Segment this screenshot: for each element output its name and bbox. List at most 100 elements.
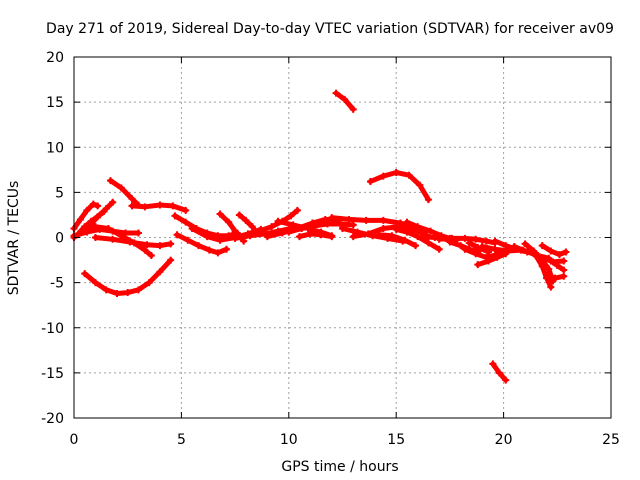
data-point	[560, 257, 568, 265]
data-point	[306, 230, 314, 238]
data-point	[336, 220, 344, 228]
data-point	[493, 253, 501, 261]
data-point	[96, 225, 104, 233]
data-point	[392, 225, 400, 233]
data-point	[156, 242, 164, 250]
series-line	[539, 243, 569, 258]
data-point	[317, 231, 325, 239]
axes	[73, 56, 612, 419]
data-point	[293, 206, 301, 214]
data-point	[113, 289, 121, 297]
data-point	[502, 376, 510, 384]
data-point	[345, 215, 353, 223]
x-tick-label: 15	[387, 432, 405, 448]
data-point	[366, 178, 374, 186]
data-point	[109, 235, 117, 243]
data-point	[216, 236, 224, 244]
data-point	[167, 256, 175, 264]
data-point	[274, 217, 282, 225]
data-point	[83, 228, 91, 236]
data-point	[424, 196, 432, 204]
data-point	[216, 210, 224, 218]
data-point	[553, 261, 561, 269]
data-point	[235, 211, 243, 219]
data-point	[225, 218, 233, 226]
data-point	[560, 266, 568, 274]
y-tick-label: 20	[46, 50, 64, 66]
data-point	[472, 250, 480, 258]
data-point	[94, 202, 102, 210]
data-point	[285, 228, 293, 236]
data-point	[405, 171, 413, 179]
series-s11	[173, 231, 231, 257]
data-point	[403, 218, 411, 226]
data-point	[188, 224, 196, 232]
data-point	[214, 249, 222, 257]
data-point	[379, 172, 387, 180]
series-line	[108, 178, 141, 208]
data-point	[341, 95, 349, 103]
data-point	[375, 231, 383, 239]
data-point	[551, 274, 559, 282]
data-point	[457, 242, 465, 250]
data-point	[296, 233, 304, 241]
data-point	[362, 216, 370, 224]
x-tick-label: 5	[177, 432, 186, 448]
series-s40	[547, 257, 568, 274]
data-point	[134, 286, 142, 294]
data-point	[89, 200, 97, 208]
series-line	[533, 253, 554, 290]
data-point	[521, 240, 529, 248]
series-s42	[543, 271, 568, 282]
data-point	[141, 246, 149, 254]
data-point	[364, 230, 372, 238]
series-line	[475, 251, 509, 268]
series-s25	[366, 169, 432, 204]
data-point	[446, 238, 454, 246]
data-point	[435, 245, 443, 253]
data-point	[298, 224, 306, 232]
data-point	[109, 198, 117, 206]
data-point	[231, 234, 239, 242]
data-point	[530, 247, 538, 255]
plot-frame	[73, 56, 612, 419]
series-line	[236, 212, 260, 236]
data-point	[504, 247, 512, 255]
data-point	[195, 242, 203, 250]
data-point	[171, 212, 179, 220]
data-point	[403, 228, 411, 236]
data-point	[242, 232, 250, 240]
data-point	[547, 283, 555, 291]
y-tick-label: -10	[41, 321, 64, 337]
series-s21	[332, 89, 357, 113]
x-tick-label: 20	[495, 432, 513, 448]
data-point	[134, 229, 142, 237]
data-point	[547, 257, 555, 265]
chart-title: Day 271 of 2019, Sidereal Day-to-day VTE…	[46, 21, 614, 37]
data-point	[560, 272, 568, 280]
data-point	[532, 252, 540, 260]
data-point	[231, 227, 239, 235]
x-tick-labels: 0 5 10 15 20 25	[70, 432, 620, 448]
data-point	[278, 229, 286, 237]
x-axis-title: GPS time / hours	[281, 459, 398, 475]
data-point	[414, 223, 422, 231]
data-point	[167, 240, 175, 248]
y-tick-labels: -20 -15 -10 -5 0 5 10 15 20	[41, 50, 64, 427]
data-point	[145, 279, 153, 287]
data-point	[91, 279, 99, 287]
data-point	[379, 224, 387, 232]
series-s5	[70, 225, 142, 240]
data-point	[547, 247, 555, 255]
data-point	[289, 221, 297, 229]
data-point	[465, 239, 473, 247]
data-point	[332, 89, 340, 97]
data-point	[182, 218, 190, 226]
data-point	[263, 233, 271, 241]
x-tick-label: 0	[70, 432, 79, 448]
data-point	[485, 257, 493, 265]
data-point	[328, 233, 336, 241]
data-point	[555, 251, 563, 259]
data-point	[311, 222, 319, 230]
